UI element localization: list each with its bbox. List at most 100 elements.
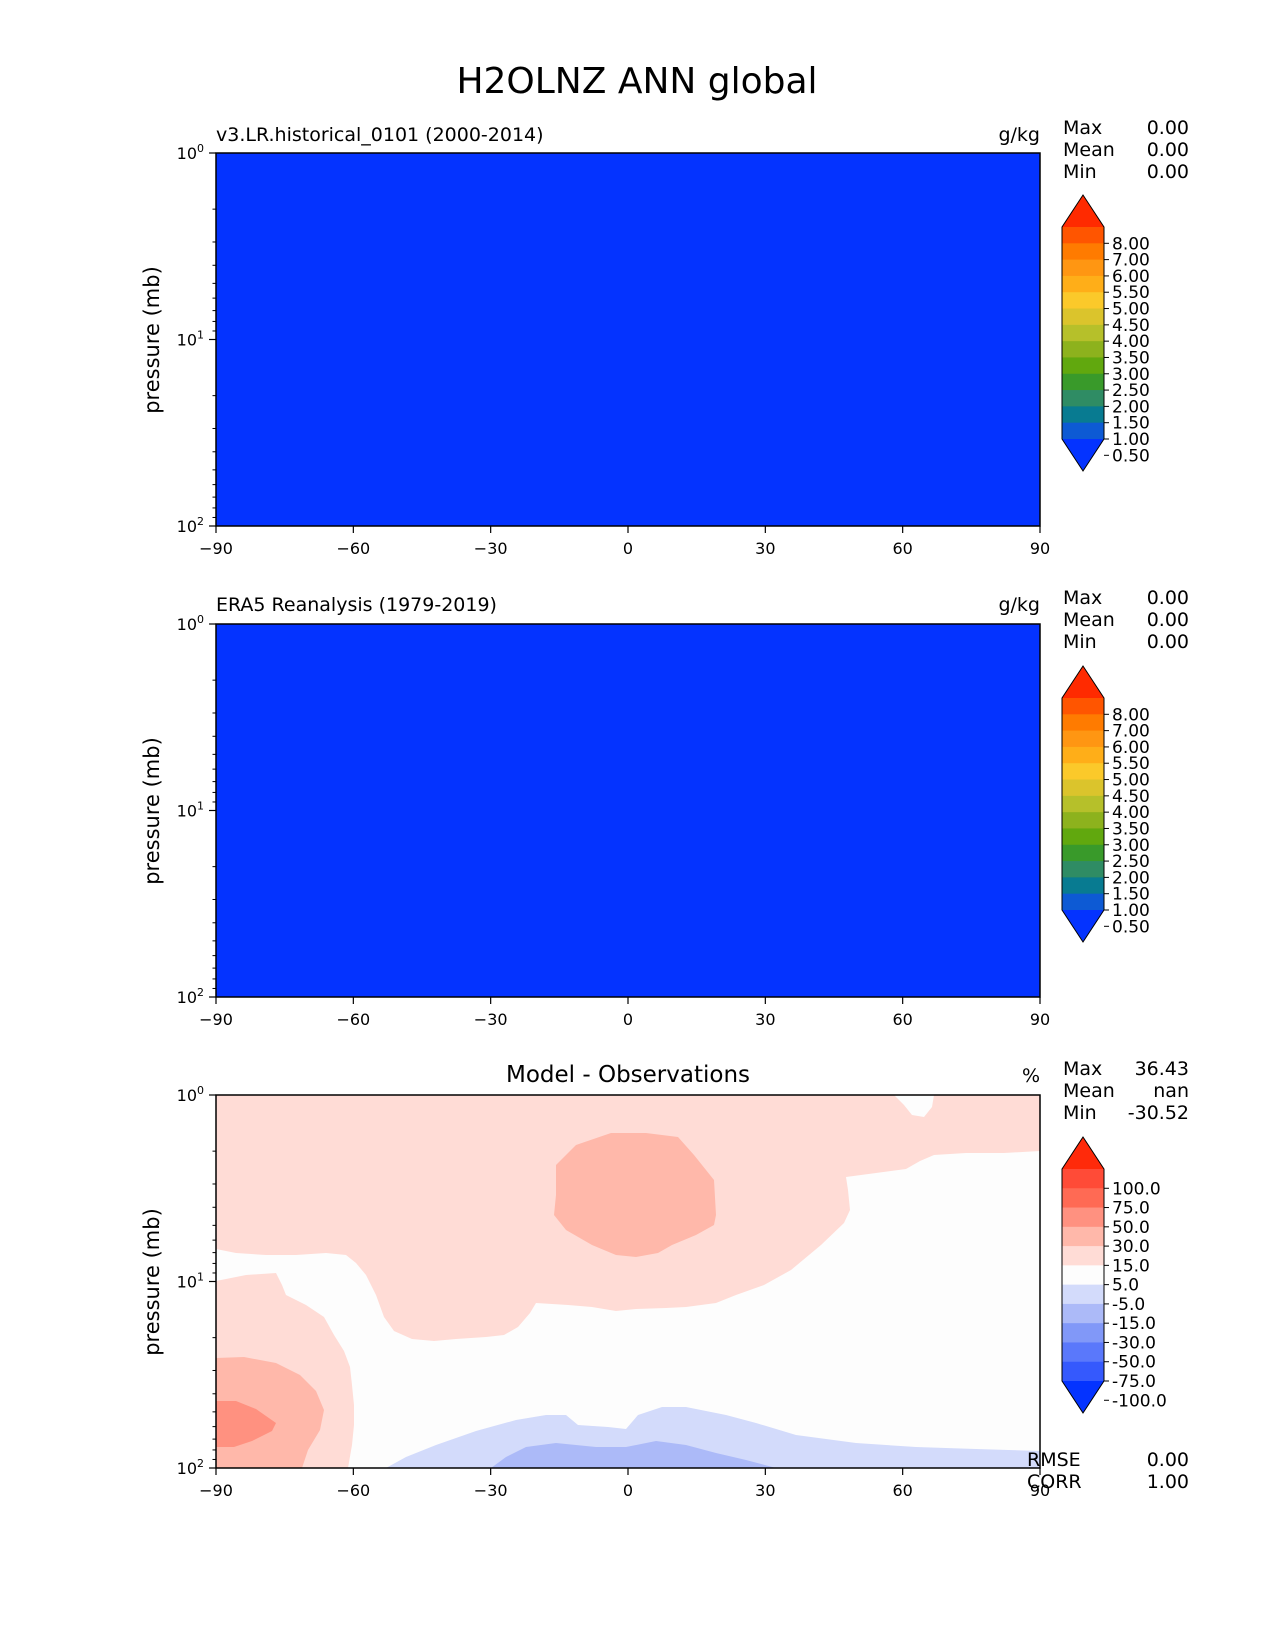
y-tick-label: 101	[177, 1271, 204, 1292]
stat-value: nan	[1153, 1080, 1189, 1102]
y-axis-label: pressure (mb)	[140, 266, 164, 414]
colorbar-bin	[1062, 1188, 1104, 1209]
colorbar-bin	[1062, 698, 1104, 715]
x-tick-label: 90	[1030, 539, 1050, 558]
colorbar-bin	[1062, 275, 1104, 293]
panel-title: Model - Observations	[506, 1062, 750, 1088]
colorbar-tick-label: 2.50	[1112, 852, 1150, 872]
colorbar-bin	[1062, 1246, 1104, 1266]
colorbar-tick-label: 4.50	[1112, 787, 1150, 807]
colorbar-tick-label: 6.00	[1112, 738, 1150, 758]
y-tick-label: 102	[177, 1457, 204, 1478]
contour-southern-core	[216, 1401, 276, 1447]
colorbar-bin	[1062, 357, 1104, 375]
y-tick-label: 102	[177, 515, 204, 536]
colorbar-tick-label: 3.00	[1112, 365, 1150, 385]
colorbar-tick-label: -5.0	[1112, 1295, 1145, 1315]
colorbar-tick-label: 1.00	[1112, 430, 1150, 450]
x-tick-label: −60	[336, 539, 370, 558]
y-tick-label: 100	[177, 613, 204, 634]
colorbar-tick-label: 6.00	[1112, 267, 1150, 287]
x-axis-ticks: −90 −60 −30 0 30 60 90	[199, 526, 1050, 558]
y-tick-label: 101	[177, 329, 204, 350]
units-label: g/kg	[998, 124, 1040, 146]
panel-difference: Model - Observations % pressure (mb) 100…	[140, 1058, 1189, 1500]
colorbar-bin	[1062, 1361, 1104, 1382]
colorbar-bin	[1062, 1169, 1104, 1189]
colorbar-tick-label: 5.00	[1112, 771, 1150, 791]
units-label: %	[1022, 1065, 1040, 1087]
y-tick-label: 102	[177, 986, 204, 1007]
colorbar-tick-label: -50.0	[1112, 1353, 1156, 1373]
colorbar-tick-label: 0.50	[1112, 446, 1150, 466]
x-tick-label: 0	[623, 539, 633, 558]
y-tick-label: 101	[177, 800, 204, 821]
y-tick-exponent: 0	[197, 613, 204, 626]
x-tick-label: −60	[336, 1010, 370, 1029]
plot-field	[216, 153, 1040, 526]
colorbar-tick-label: 30.0	[1112, 1237, 1150, 1257]
colorbar-tick-label: 3.50	[1112, 348, 1150, 368]
colorbar-tick-label: 8.00	[1112, 234, 1150, 254]
panel-title: v3.LR.historical_0101 (2000-2014)	[216, 124, 544, 146]
x-tick-label: 60	[892, 1481, 912, 1500]
x-tick-label: 60	[892, 1010, 912, 1029]
colorbar-tick-label: 8.00	[1112, 705, 1150, 725]
colorbar-extend-top	[1062, 195, 1104, 227]
colorbar-bin	[1062, 1265, 1104, 1286]
colorbar: 8.007.006.005.505.004.504.003.503.002.50…	[1061, 665, 1150, 943]
y-tick-label: 100	[177, 142, 204, 163]
contour-field	[216, 1095, 1040, 1468]
colorbar-bin	[1062, 422, 1104, 440]
plot-field	[216, 624, 1040, 997]
colorbar-bin	[1062, 227, 1104, 244]
colorbar-extend-top	[1062, 666, 1104, 698]
x-tick-label: −30	[474, 539, 508, 558]
stat-value: -30.52	[1128, 1102, 1189, 1124]
y-tick-exponent: 2	[197, 986, 204, 999]
panel-title: ERA5 Reanalysis (1979-2019)	[216, 594, 497, 616]
y-tick-exponent: 1	[197, 800, 204, 813]
colorbar-bin	[1062, 341, 1104, 358]
colorbar-tick-label: 1.50	[1112, 414, 1150, 434]
x-axis-ticks: −90 −60 −30 0 30 60 90	[199, 997, 1050, 1029]
colorbar-tick-label: -30.0	[1112, 1333, 1156, 1353]
y-tick-exponent: 2	[197, 515, 204, 528]
x-tick-label: −90	[199, 1481, 233, 1500]
colorbar-tick-label: 4.50	[1112, 316, 1150, 336]
contour-lower-core	[491, 1441, 776, 1468]
y-tick-exponent: 0	[197, 1084, 204, 1097]
colorbar-tick-label: 15.0	[1112, 1256, 1150, 1276]
x-tick-label: 30	[755, 1481, 775, 1500]
stats-block: Max 0.00 Mean 0.00 Min 0.00	[1063, 117, 1189, 183]
colorbar: 100.075.050.030.015.05.0-5.0-15.0-30.0-5…	[1061, 1136, 1167, 1414]
colorbar-tick-label: 7.00	[1112, 251, 1150, 271]
rmse-corr-block: RMSE 0.00 CORR 1.00	[1027, 1449, 1189, 1493]
x-tick-label: 0	[623, 1481, 633, 1500]
colorbar-extend-top	[1062, 1137, 1104, 1169]
x-tick-label: 30	[755, 1010, 775, 1029]
x-tick-label: 60	[892, 539, 912, 558]
stat-label: Min	[1063, 161, 1097, 183]
x-tick-label: 90	[1030, 1481, 1050, 1500]
stat-value: 0.00	[1147, 161, 1189, 183]
colorbar-bin	[1062, 844, 1104, 862]
colorbar-tick-label: 4.00	[1112, 332, 1150, 352]
colorbar-tick-label: 4.00	[1112, 803, 1150, 823]
extra-stat-label: RMSE	[1027, 1449, 1081, 1471]
panel-model: v3.LR.historical_0101 (2000-2014) g/kg p…	[140, 117, 1189, 558]
units-label: g/kg	[998, 594, 1040, 616]
colorbar-tick-label: -15.0	[1112, 1314, 1156, 1334]
colorbar-extend-bottom	[1062, 910, 1104, 942]
stat-label: Mean	[1063, 139, 1115, 161]
stat-value: 0.00	[1147, 631, 1189, 653]
y-tick-exponent: 2	[197, 1457, 204, 1470]
colorbar-bin	[1062, 1207, 1104, 1228]
colorbar-bin	[1062, 746, 1104, 764]
colorbar-tick-label: 7.00	[1112, 722, 1150, 742]
colorbar-bin	[1062, 763, 1104, 781]
stat-value: 0.00	[1147, 587, 1189, 609]
colorbar-tick-label: 5.0	[1112, 1276, 1139, 1296]
x-tick-label: −30	[474, 1010, 508, 1029]
x-tick-label: −90	[199, 1010, 233, 1029]
